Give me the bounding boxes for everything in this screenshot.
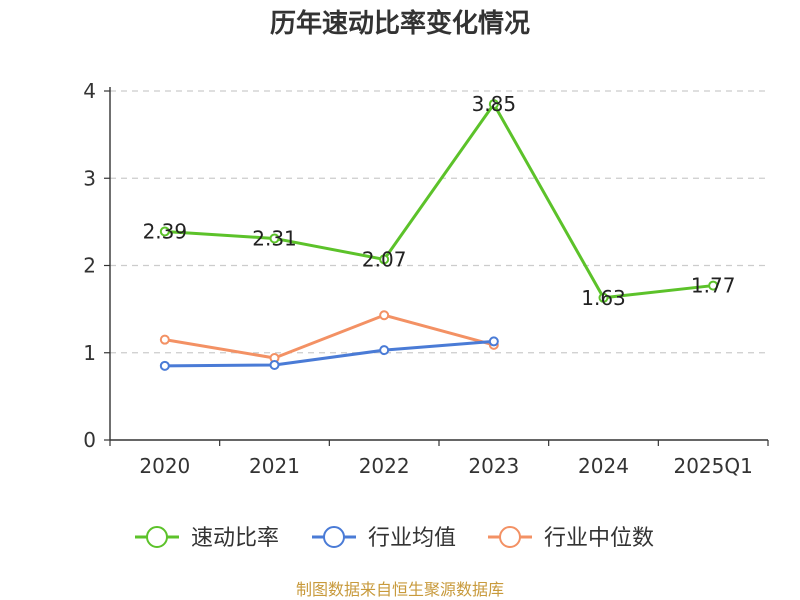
- legend-marker: [499, 526, 521, 548]
- y-tick-label: 4: [83, 79, 96, 103]
- x-tick-label: 2024: [578, 454, 629, 478]
- data-label: 1.77: [691, 274, 736, 298]
- data-point: [159, 360, 170, 371]
- data-point: [379, 254, 390, 265]
- data-label: 2.07: [362, 247, 407, 271]
- y-tick-label: 1: [83, 341, 96, 365]
- legend-item[interactable]: 行业中位数: [488, 526, 654, 551]
- legend-label: 速动比率: [191, 526, 279, 551]
- data-point: [379, 345, 390, 356]
- y-tick-label: 2: [83, 254, 96, 278]
- x-tick-label: 2023: [468, 454, 519, 478]
- data-point: [379, 310, 390, 321]
- data-point: [708, 280, 719, 291]
- gridlines: [110, 90, 768, 354]
- series-0: [159, 99, 719, 303]
- legend-item[interactable]: 行业均值: [312, 526, 456, 551]
- data-point: [269, 359, 280, 370]
- series-layer: [159, 99, 719, 371]
- data-labels: 2.39 2.31 2.07 3.85 1.63 1.77: [143, 92, 736, 310]
- x-tick-label: 2020: [139, 454, 190, 478]
- data-label: 2.39: [143, 219, 188, 243]
- data-point: [159, 226, 170, 237]
- legend-marker: [323, 526, 345, 548]
- source-note: 制图数据来自恒生聚源数据库: [296, 580, 504, 599]
- series-line: [164, 102, 714, 300]
- data-point: [269, 233, 280, 244]
- y-tick-label: 0: [83, 428, 96, 452]
- x-tick-label: 2021: [249, 454, 300, 478]
- y-tick-label: 3: [83, 166, 96, 190]
- data-label: 2.31: [252, 226, 297, 250]
- series-1: [159, 336, 499, 371]
- data-point: [598, 292, 609, 303]
- data-point: [488, 99, 499, 110]
- x-tick-label: 2022: [359, 454, 410, 478]
- legend: 速动比率 行业均值 行业中位数: [135, 526, 654, 551]
- axes: 0 1 2 3 4 2020 2021 2022 2023 2024 2025Q1: [83, 79, 769, 478]
- legend-item[interactable]: 速动比率: [135, 526, 279, 551]
- data-point: [159, 334, 170, 345]
- series-line: [164, 313, 495, 360]
- chart-title: 历年速动比率变化情况: [270, 8, 530, 39]
- legend-label: 行业均值: [368, 526, 456, 551]
- legend-label: 行业中位数: [544, 526, 654, 551]
- x-tick-label: 2025Q1: [673, 454, 752, 478]
- series-line: [164, 339, 494, 368]
- legend-marker: [146, 526, 168, 548]
- data-label: 3.85: [472, 92, 517, 116]
- data-label: 1.63: [581, 286, 626, 310]
- series-2: [159, 310, 499, 363]
- data-point: [488, 336, 499, 347]
